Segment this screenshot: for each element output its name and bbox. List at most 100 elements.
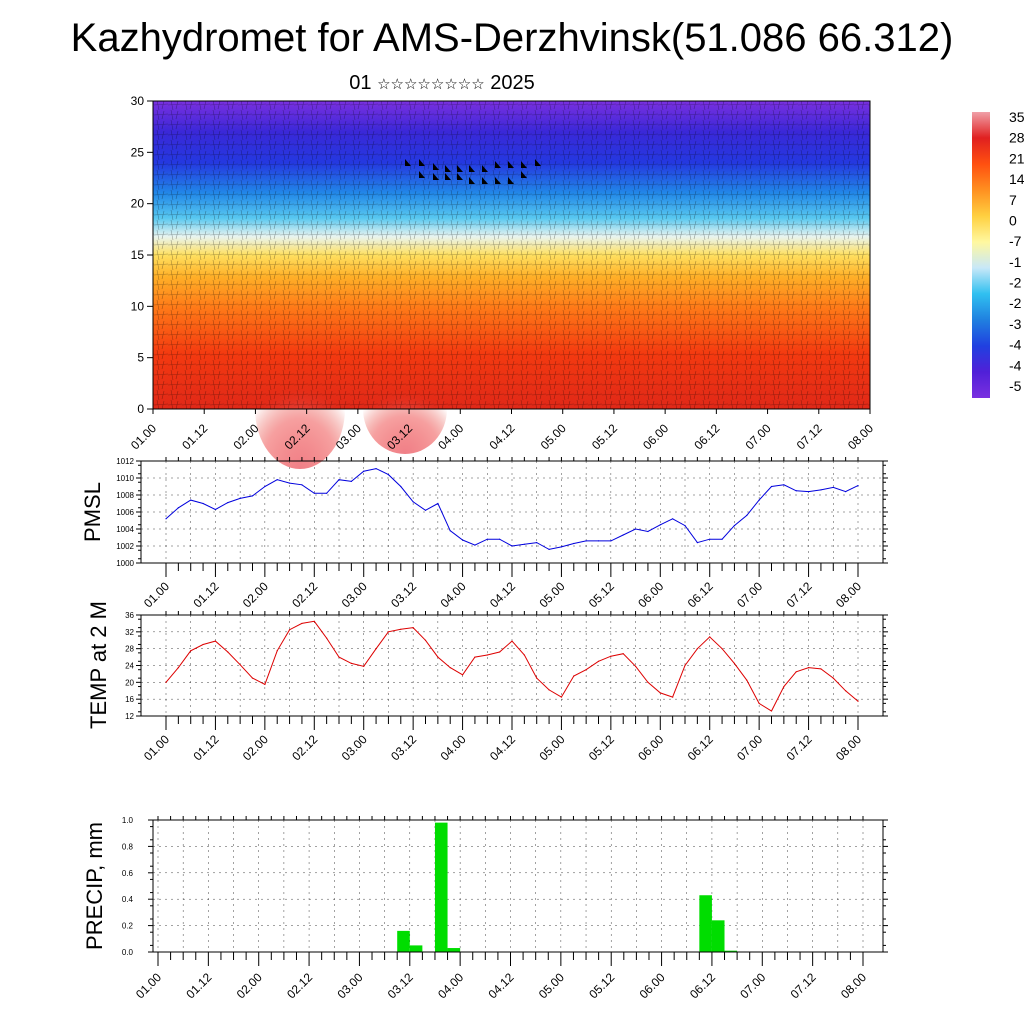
temp-data-point bbox=[177, 667, 179, 669]
pmsl-xtick-label: 03.00 bbox=[339, 579, 370, 610]
colorbar-label: -2 bbox=[1009, 275, 1022, 291]
pmsl-xtick-label: 04.12 bbox=[487, 579, 518, 610]
pmsl-data-point bbox=[486, 538, 488, 540]
pmsl-data-point bbox=[264, 485, 266, 488]
pmsl-series-points bbox=[165, 468, 859, 551]
precip-bar bbox=[699, 895, 712, 952]
cross-section-y-axis: 0 5 10 15 20 25 30 bbox=[131, 94, 153, 416]
temp-data-point bbox=[746, 679, 748, 681]
temp-data-point bbox=[251, 677, 254, 679]
pmsl-data-point bbox=[733, 525, 736, 527]
wind-flag-marker bbox=[495, 161, 501, 168]
temp-data-point bbox=[820, 668, 822, 670]
pmsl-data-point bbox=[758, 499, 760, 501]
pmsl-xtick-label: 01.00 bbox=[141, 579, 172, 610]
pmsl-data-point bbox=[634, 528, 637, 530]
pmsl-ytick-label: 1000 bbox=[116, 559, 134, 568]
temp-data-point bbox=[807, 667, 810, 669]
colorbar-labels: 35 28 21 14 7 0 -7 -1 -2 -2 -3 -4 -4 -5 bbox=[1009, 109, 1024, 394]
precip-bar bbox=[447, 948, 461, 952]
xs-xtick-label: 07.00 bbox=[743, 421, 774, 452]
precip-xtick-label: 03.00 bbox=[334, 970, 365, 1001]
pmsl-xtick-label: 02.12 bbox=[289, 579, 320, 610]
pmsl-grid bbox=[141, 461, 883, 563]
temp-xtick-label: 02.12 bbox=[289, 732, 320, 763]
colorbar-label: 28 bbox=[1009, 130, 1024, 146]
temp-data-point bbox=[461, 674, 464, 676]
precip-bar bbox=[724, 950, 738, 952]
xs-ytick-label: 10 bbox=[131, 299, 145, 313]
pmsl-data-point bbox=[338, 479, 340, 481]
temp-data-point bbox=[264, 683, 266, 686]
wind-flag-marker bbox=[445, 173, 451, 180]
temp-series-points bbox=[165, 620, 859, 712]
temp-data-point bbox=[313, 620, 315, 622]
precip-xtick-label: 01.00 bbox=[133, 970, 164, 1001]
pmsl-data-point bbox=[548, 548, 550, 551]
wind-barbs-layer bbox=[153, 101, 870, 409]
temp-xtick-label: 01.12 bbox=[190, 732, 221, 763]
pmsl-data-point bbox=[585, 540, 587, 542]
subtitle-month-glyphs: ☆☆☆☆☆☆☆☆ bbox=[377, 75, 485, 93]
pmsl-data-point bbox=[845, 491, 847, 493]
pmsl-data-point bbox=[424, 509, 427, 511]
precip-ytick-label: 0.8 bbox=[122, 842, 134, 851]
wind-flag-marker bbox=[482, 165, 488, 172]
temp-data-point bbox=[190, 650, 192, 652]
xs-xtick-label: 01.00 bbox=[128, 421, 159, 452]
precip-axis-label: PRECIP, mm bbox=[82, 822, 107, 950]
temp-data-point bbox=[795, 671, 797, 673]
precip-xtick-label: 04.12 bbox=[485, 970, 516, 1001]
pmsl-data-point bbox=[523, 543, 525, 545]
temp-data-point bbox=[622, 653, 624, 655]
pmsl-xtick-label: 03.12 bbox=[388, 579, 419, 610]
wind-flag-marker bbox=[457, 173, 463, 180]
pmsl-data-point bbox=[511, 545, 513, 547]
pmsl-data-point bbox=[227, 502, 229, 504]
temp-data-point bbox=[647, 681, 649, 683]
temp-xtick-label: 04.12 bbox=[487, 732, 518, 763]
temp-data-point bbox=[202, 643, 204, 646]
xs-xtick-label: 05.00 bbox=[538, 421, 569, 452]
subtitle-year: 2025 bbox=[484, 72, 535, 94]
chart-title: Kazhydromet for AMS-Derzhvinsk(51.086 66… bbox=[70, 16, 954, 60]
temp-panel: TEMP at 2 M 12 16 20 24 28 32 36 01.00 01.12 02.… bbox=[86, 601, 888, 763]
pmsl-data-point bbox=[597, 540, 600, 542]
temp-data-point bbox=[536, 677, 538, 679]
temp-xtick-label: 08.00 bbox=[833, 732, 864, 763]
pmsl-data-point bbox=[214, 508, 217, 511]
temp-xtick-label: 01.00 bbox=[141, 732, 172, 763]
wind-flag-marker bbox=[495, 177, 501, 184]
wind-flag-marker bbox=[535, 159, 541, 166]
temp-ytick-label: 36 bbox=[125, 611, 134, 620]
temp-data-point bbox=[783, 685, 785, 688]
precip-xtick-label: 06.00 bbox=[637, 970, 668, 1001]
pmsl-data-point bbox=[696, 542, 698, 544]
precip-xtick-label: 07.12 bbox=[788, 970, 819, 1001]
xs-ytick-label: 25 bbox=[131, 145, 145, 159]
precip-bars bbox=[397, 822, 738, 952]
precip-grid bbox=[153, 820, 883, 952]
pmsl-data-point bbox=[474, 544, 476, 546]
wind-flag-marker bbox=[469, 165, 475, 172]
temp-xtick-label: 07.12 bbox=[784, 732, 815, 763]
pmsl-data-point bbox=[807, 491, 810, 493]
pmsl-xtick-label: 04.00 bbox=[438, 579, 469, 610]
pmsl-data-point bbox=[276, 479, 278, 481]
pmsl-ytick-label: 1012 bbox=[116, 457, 134, 466]
temp-data-point bbox=[387, 631, 390, 633]
pmsl-data-point bbox=[622, 534, 624, 536]
temp-ytick-label: 32 bbox=[125, 628, 134, 637]
pmsl-data-point bbox=[400, 485, 402, 488]
precip-bar bbox=[409, 945, 423, 952]
wind-flag-marker bbox=[521, 171, 527, 178]
pmsl-data-point bbox=[412, 501, 414, 503]
temp-xtick-label: 02.00 bbox=[240, 732, 271, 763]
temp-ytick-label: 16 bbox=[125, 695, 134, 704]
pmsl-data-point bbox=[721, 538, 723, 540]
temp-data-point bbox=[696, 648, 698, 650]
pmsl-xtick-label: 06.12 bbox=[685, 579, 716, 610]
pmsl-data-point bbox=[387, 474, 390, 476]
temp-xtick-label: 03.12 bbox=[388, 732, 419, 763]
